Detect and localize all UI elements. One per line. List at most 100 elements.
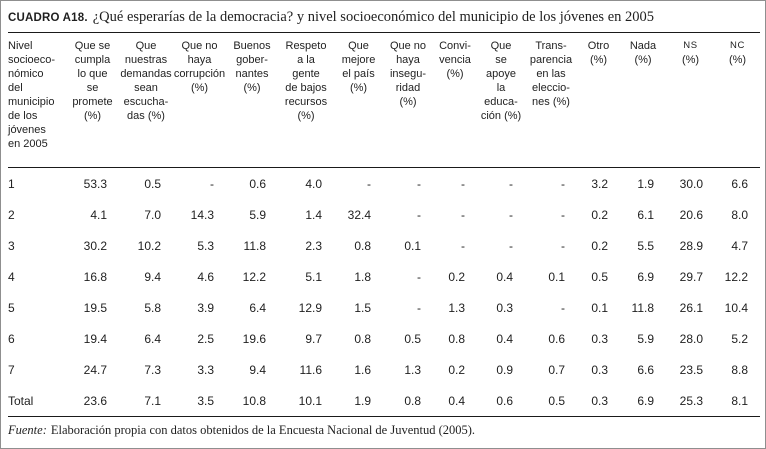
cell: 6.9: [637, 393, 654, 408]
table-row: 5 19.5 5.8 3.9 6.4 12.9 1.5 - 1.3 0.3 - 0.1 11.8 26.1…: [8, 292, 760, 323]
column-header-buenos: Buenos gober- nantes (%): [226, 32, 278, 168]
cell: 10.8: [242, 393, 266, 408]
cell: 1.9: [637, 176, 654, 191]
cell: 6.6: [731, 176, 748, 191]
cell: 5.3: [197, 238, 214, 253]
table-row: 2 4.1 7.0 14.3 5.9 1.4 32.4 - - - - 0.2 6.1 20.6 8.0: [8, 199, 760, 230]
row-level: 1: [8, 176, 15, 191]
cell: -: [561, 176, 565, 191]
cell: 30.2: [83, 238, 107, 253]
cell: 7.3: [144, 362, 161, 377]
cell: 11.8: [631, 300, 654, 315]
cell: 1.8: [354, 269, 371, 284]
cell: 32.4: [347, 207, 371, 222]
cell: 1.6: [354, 362, 371, 377]
cell: -: [461, 238, 465, 253]
cell: 0.1: [591, 300, 608, 315]
column-header-convivencia: Convi- vencia (%): [433, 32, 477, 168]
cell: 0.2: [448, 269, 465, 284]
cell: 12.2: [242, 269, 266, 284]
cell: -: [561, 207, 565, 222]
column-header-ns: NS (%): [666, 32, 715, 168]
cell: 12.9: [298, 300, 322, 315]
column-header-nada: Nada (%): [620, 32, 666, 168]
cell: 0.5: [548, 393, 565, 408]
cell: 0.2: [591, 207, 608, 222]
source-text: Elaboración propia con datos obtenidos d…: [50, 423, 476, 437]
cell: 10.2: [137, 238, 161, 253]
column-header-respeto: Respeto a la gente de bajos recursos (%): [278, 32, 334, 168]
row-level: 3: [8, 238, 15, 253]
cell: 5.9: [637, 331, 654, 346]
cell: 11.8: [243, 238, 266, 253]
column-header-nc: NC (%): [715, 32, 760, 168]
cell: 0.5: [591, 269, 608, 284]
cell: 0.9: [496, 362, 513, 377]
cell: 0.3: [591, 393, 608, 408]
cell: 10.4: [724, 300, 748, 315]
cell: 9.4: [144, 269, 161, 284]
cell: -: [367, 176, 371, 191]
cell: 0.3: [496, 300, 513, 315]
cell: 4.7: [731, 238, 748, 253]
cell: 9.7: [305, 331, 322, 346]
cell: 9.4: [249, 362, 266, 377]
table-row-total: Total 23.6 7.1 3.5 10.8 10.1 1.9 0.8 0.4 0.6 0.5 0.…: [8, 385, 760, 417]
cell: 19.6: [242, 331, 266, 346]
cell: 4.6: [197, 269, 214, 284]
cell: 6.6: [637, 362, 654, 377]
cell: 0.8: [354, 331, 371, 346]
cell: 0.3: [591, 331, 608, 346]
cell: 6.9: [637, 269, 654, 284]
row-level: 7: [8, 362, 15, 377]
cell: 4.0: [305, 176, 322, 191]
cell: 6.4: [249, 300, 266, 315]
cell: 0.4: [496, 331, 513, 346]
cell: 4.1: [90, 207, 107, 222]
column-header-educacion: Que se apoye la educa- ción (%): [477, 32, 525, 168]
cell: 0.8: [448, 331, 465, 346]
column-header-cumpla: Que se cumpla lo que se promete (%): [66, 32, 119, 168]
cell: -: [417, 176, 421, 191]
cell: 0.2: [448, 362, 465, 377]
cell: 1.3: [404, 362, 421, 377]
cell: 5.1: [305, 269, 322, 284]
cell: -: [461, 176, 465, 191]
row-level: 4: [8, 269, 15, 284]
cell: 0.7: [548, 362, 565, 377]
cell: 19.4: [83, 331, 107, 346]
table-row: 1 53.3 0.5 - 0.6 4.0 - - - - - 3.2 1.9 30.0 6.6: [8, 168, 760, 200]
cell: 0.2: [591, 238, 608, 253]
cell: 1.3: [448, 300, 465, 315]
header-row: Nivel socioeco- nómico del municipio de …: [8, 32, 760, 168]
cell: 20.6: [679, 207, 703, 222]
cell: 1.4: [305, 207, 322, 222]
cell: 53.3: [83, 176, 107, 191]
cell: 25.3: [679, 393, 703, 408]
cell: 5.9: [249, 207, 266, 222]
source-note: Fuente: Elaboración propia con datos obte…: [8, 423, 758, 438]
table-row: 6 19.4 6.4 2.5 19.6 9.7 0.8 0.5 0.8 0.4 0.6 0.3 5.9 2…: [8, 323, 760, 354]
cell: 8.0: [731, 207, 748, 222]
cell: 3.2: [591, 176, 608, 191]
row-level: Total: [8, 393, 34, 408]
cell: -: [417, 300, 421, 315]
cell: 23.6: [83, 393, 107, 408]
source-label: Fuente:: [8, 423, 47, 437]
cell: 0.4: [496, 269, 513, 284]
cell: 0.6: [548, 331, 565, 346]
cell: 14.3: [190, 207, 214, 222]
table-title: CUADRO A18. ¿Qué esperarías de la democra…: [8, 7, 758, 32]
column-header-transparencia: Trans- parencia en las eleccio- nes (%): [525, 32, 577, 168]
cell: -: [417, 269, 421, 284]
cell: 12.2: [724, 269, 748, 284]
cell: 19.5: [83, 300, 107, 315]
cell: 0.8: [404, 393, 421, 408]
cell: 0.1: [548, 269, 565, 284]
cell: 0.1: [404, 238, 421, 253]
cell: 30.0: [679, 176, 703, 191]
cell: 2.5: [197, 331, 214, 346]
cell: -: [561, 300, 565, 315]
cell: 11.6: [299, 362, 322, 377]
cell: 3.5: [197, 393, 214, 408]
